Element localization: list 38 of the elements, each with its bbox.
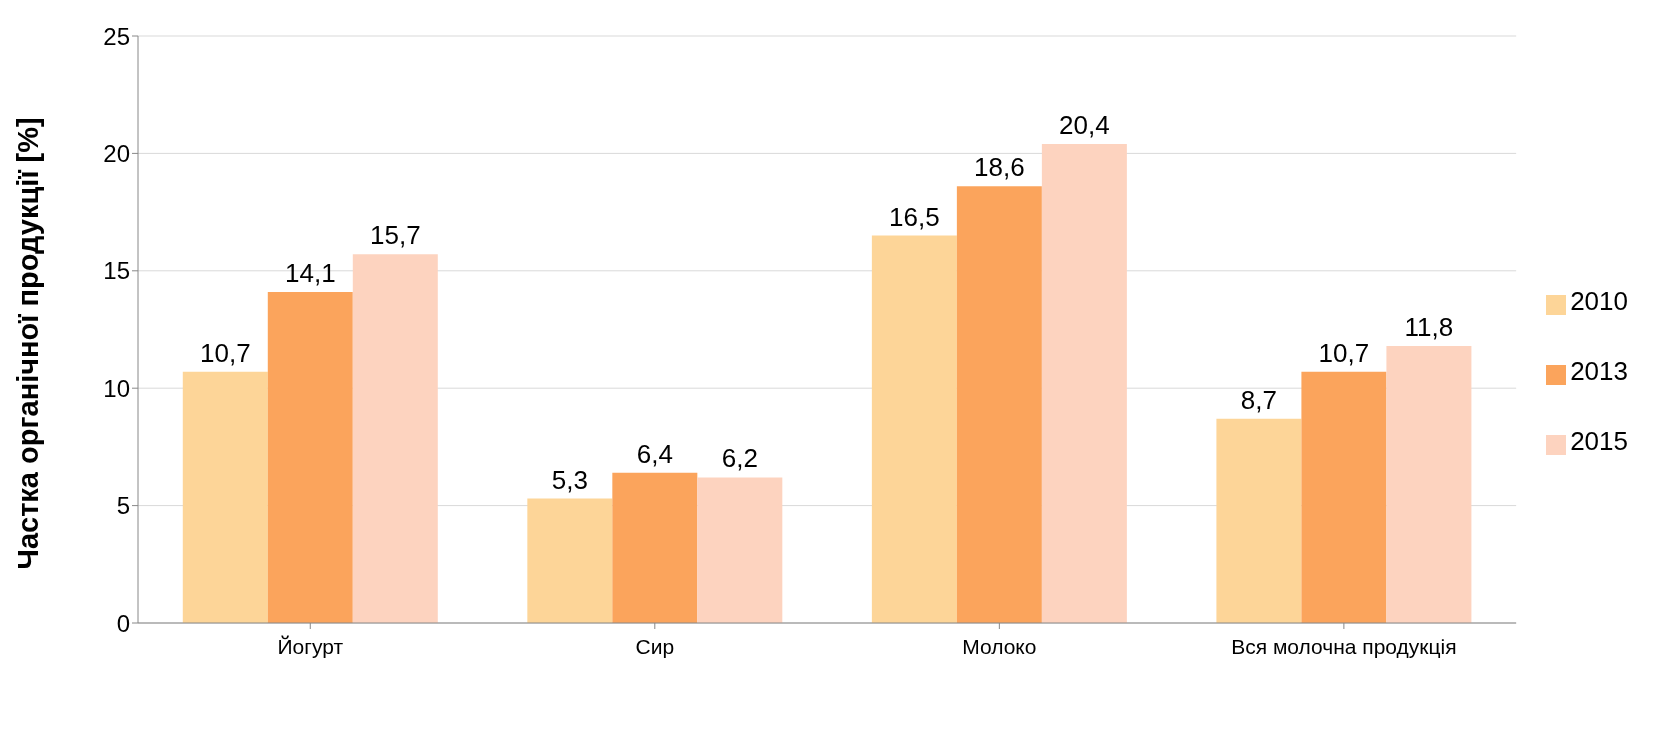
bar: [527, 498, 613, 623]
y-axis-title: Частка органічної продукції [%]: [12, 117, 45, 570]
data-label: 10,7: [1318, 337, 1370, 368]
x-tick-label: Йогурт: [277, 634, 344, 658]
legend-label: 2010: [1570, 285, 1628, 316]
data-label: 20,4: [1059, 110, 1110, 141]
bar: [1386, 345, 1472, 623]
data-label: 11,8: [1404, 311, 1454, 342]
x-tick-label: Сир: [635, 634, 675, 658]
bar: [1041, 144, 1127, 623]
legend-label: 2015: [1570, 425, 1628, 456]
data-label: 15,7: [369, 220, 421, 251]
data-label: 6,4: [636, 438, 673, 469]
bar: [871, 235, 957, 623]
bar: [267, 291, 353, 623]
bar: [956, 186, 1042, 623]
y-tick-label: 10: [103, 374, 130, 402]
y-tick-label: 0: [116, 609, 130, 637]
bar: [612, 472, 698, 623]
bar: [182, 371, 268, 623]
data-label: 14,1: [284, 257, 336, 288]
x-tick-label: Молоко: [962, 634, 1037, 658]
bar: [352, 254, 438, 623]
data-label: 5,3: [551, 464, 588, 495]
data-label: 18,6: [974, 152, 1025, 183]
data-label: 10,7: [199, 337, 251, 368]
y-tick-label: 15: [103, 257, 130, 285]
y-tick-label: 25: [103, 22, 130, 50]
legend-label: 2013: [1570, 355, 1628, 386]
bar: [1216, 418, 1302, 623]
bar: [1301, 371, 1387, 623]
data-label: 6,2: [721, 443, 758, 474]
data-label: 16,5: [889, 201, 940, 232]
bar: [697, 477, 783, 623]
data-label: 8,7: [1240, 384, 1277, 415]
x-tick-label: Вся молочна продукція: [1231, 634, 1457, 658]
y-tick-label: 20: [103, 139, 130, 167]
y-tick-label: 5: [116, 492, 130, 520]
